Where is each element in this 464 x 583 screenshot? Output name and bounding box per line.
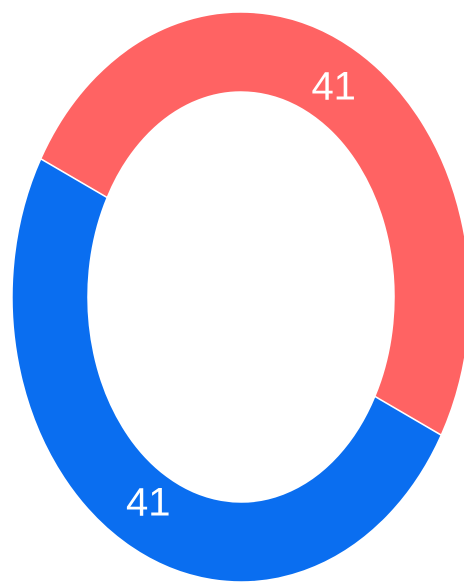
data-label: 41 (126, 481, 171, 525)
donut-segment (11, 157, 443, 583)
data-label: 41 (311, 64, 356, 108)
donut-segment (39, 11, 464, 437)
